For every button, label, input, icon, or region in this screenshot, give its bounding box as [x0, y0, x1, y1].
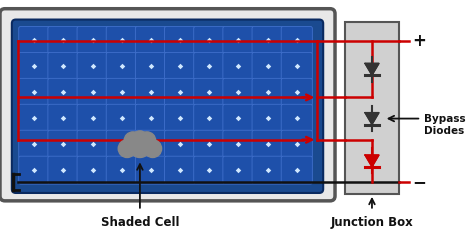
- FancyBboxPatch shape: [164, 130, 196, 158]
- FancyBboxPatch shape: [194, 26, 225, 54]
- FancyBboxPatch shape: [77, 104, 108, 132]
- Circle shape: [144, 140, 162, 158]
- FancyBboxPatch shape: [136, 104, 166, 132]
- FancyBboxPatch shape: [252, 130, 283, 158]
- Bar: [345, 21, 399, 194]
- FancyBboxPatch shape: [106, 156, 137, 184]
- FancyBboxPatch shape: [281, 26, 312, 54]
- FancyBboxPatch shape: [281, 52, 312, 80]
- FancyBboxPatch shape: [252, 26, 283, 54]
- FancyBboxPatch shape: [48, 130, 79, 158]
- FancyBboxPatch shape: [164, 52, 196, 80]
- FancyBboxPatch shape: [106, 130, 137, 158]
- FancyBboxPatch shape: [77, 130, 108, 158]
- FancyBboxPatch shape: [194, 52, 225, 80]
- FancyBboxPatch shape: [77, 78, 108, 106]
- FancyBboxPatch shape: [194, 104, 225, 132]
- Text: Junction Box: Junction Box: [330, 216, 413, 229]
- Circle shape: [129, 136, 151, 158]
- FancyBboxPatch shape: [18, 104, 50, 132]
- FancyBboxPatch shape: [77, 26, 108, 54]
- Text: Bypass
Diodes: Bypass Diodes: [424, 114, 466, 136]
- FancyBboxPatch shape: [48, 104, 79, 132]
- Circle shape: [124, 132, 142, 150]
- FancyBboxPatch shape: [136, 52, 166, 80]
- FancyBboxPatch shape: [281, 130, 312, 158]
- FancyBboxPatch shape: [18, 26, 50, 54]
- FancyBboxPatch shape: [48, 78, 79, 106]
- FancyBboxPatch shape: [48, 52, 79, 80]
- Circle shape: [132, 131, 148, 147]
- FancyBboxPatch shape: [281, 78, 312, 106]
- FancyBboxPatch shape: [136, 78, 166, 106]
- FancyBboxPatch shape: [136, 26, 166, 54]
- FancyBboxPatch shape: [164, 104, 196, 132]
- FancyBboxPatch shape: [223, 104, 254, 132]
- Circle shape: [138, 132, 155, 150]
- FancyBboxPatch shape: [252, 78, 283, 106]
- FancyBboxPatch shape: [194, 156, 225, 184]
- Text: Shaded Cell: Shaded Cell: [100, 216, 179, 229]
- FancyBboxPatch shape: [252, 52, 283, 80]
- FancyBboxPatch shape: [223, 156, 254, 184]
- FancyBboxPatch shape: [18, 52, 50, 80]
- FancyBboxPatch shape: [281, 104, 312, 132]
- FancyBboxPatch shape: [48, 156, 79, 184]
- FancyBboxPatch shape: [18, 130, 50, 158]
- FancyBboxPatch shape: [136, 156, 166, 184]
- FancyBboxPatch shape: [223, 130, 254, 158]
- Text: +: +: [412, 32, 426, 50]
- FancyBboxPatch shape: [18, 78, 50, 106]
- Text: −: −: [412, 173, 426, 191]
- FancyBboxPatch shape: [77, 156, 108, 184]
- FancyBboxPatch shape: [223, 26, 254, 54]
- FancyBboxPatch shape: [106, 26, 137, 54]
- FancyBboxPatch shape: [252, 156, 283, 184]
- FancyBboxPatch shape: [77, 52, 108, 80]
- FancyBboxPatch shape: [164, 78, 196, 106]
- Polygon shape: [365, 113, 379, 124]
- Circle shape: [118, 140, 136, 158]
- FancyBboxPatch shape: [106, 104, 137, 132]
- FancyBboxPatch shape: [252, 104, 283, 132]
- FancyBboxPatch shape: [18, 156, 50, 184]
- FancyBboxPatch shape: [106, 78, 137, 106]
- FancyBboxPatch shape: [12, 20, 323, 193]
- FancyBboxPatch shape: [194, 78, 225, 106]
- FancyBboxPatch shape: [164, 156, 196, 184]
- FancyBboxPatch shape: [223, 78, 254, 106]
- FancyBboxPatch shape: [281, 156, 312, 184]
- Polygon shape: [365, 155, 379, 167]
- FancyBboxPatch shape: [106, 52, 137, 80]
- FancyBboxPatch shape: [136, 130, 166, 158]
- FancyBboxPatch shape: [48, 26, 79, 54]
- FancyBboxPatch shape: [223, 52, 254, 80]
- FancyBboxPatch shape: [0, 9, 335, 201]
- FancyBboxPatch shape: [194, 130, 225, 158]
- Polygon shape: [365, 63, 379, 75]
- FancyBboxPatch shape: [164, 26, 196, 54]
